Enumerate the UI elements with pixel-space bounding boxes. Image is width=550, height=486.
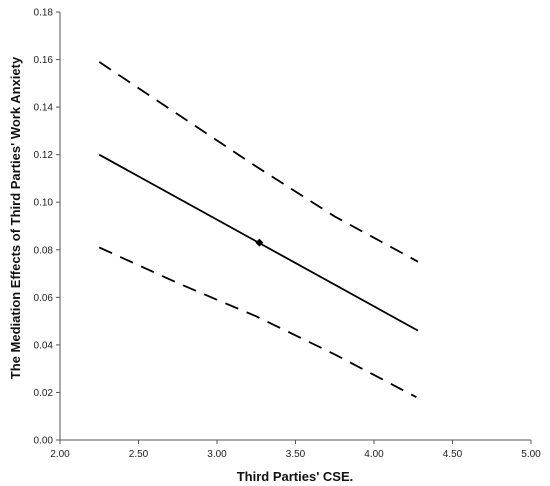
diamond-marker [255,238,264,247]
dashed-line-2 [98,246,417,398]
x-tick-label: 3.50 [286,449,306,460]
x-tick-label: 4.50 [443,449,463,460]
x-tick-label: 3.00 [207,449,227,460]
x-tick-label: 5.00 [521,449,541,460]
y-tick-label: 0.04 [34,340,54,351]
x-tick-label: 4.00 [364,449,384,460]
y-tick-label: 0.02 [34,388,54,399]
x-tick-label: 2.50 [129,449,149,460]
y-tick-label: 0.12 [34,150,54,161]
series-layer [98,61,419,398]
y-axis-title: The Mediation Effects of Third Parties' … [8,56,23,379]
y-tick-label: 0.14 [34,103,54,114]
y-tick-label: 0.06 [34,293,54,304]
dashed-line-1 [98,61,419,263]
x-tick-label: 2.00 [50,449,70,460]
y-tick-label: 0.08 [34,245,54,256]
axes [59,12,531,441]
x-axis-title: Third Parties' CSE. [237,469,354,484]
y-tick-label: 0.00 [34,436,54,447]
y-tick-label: 0.16 [34,55,54,66]
x-axis-ticks: 2.00 2.50 3.00 3.50 4.00 4.50 5.00 [50,440,541,460]
y-axis-ticks: 0.00 0.02 0.04 0.06 0.08 0.10 0.12 0.14 0.16 0.18 [34,8,60,447]
y-tick-label: 0.10 [34,198,54,209]
y-tick-label: 0.18 [34,8,54,19]
